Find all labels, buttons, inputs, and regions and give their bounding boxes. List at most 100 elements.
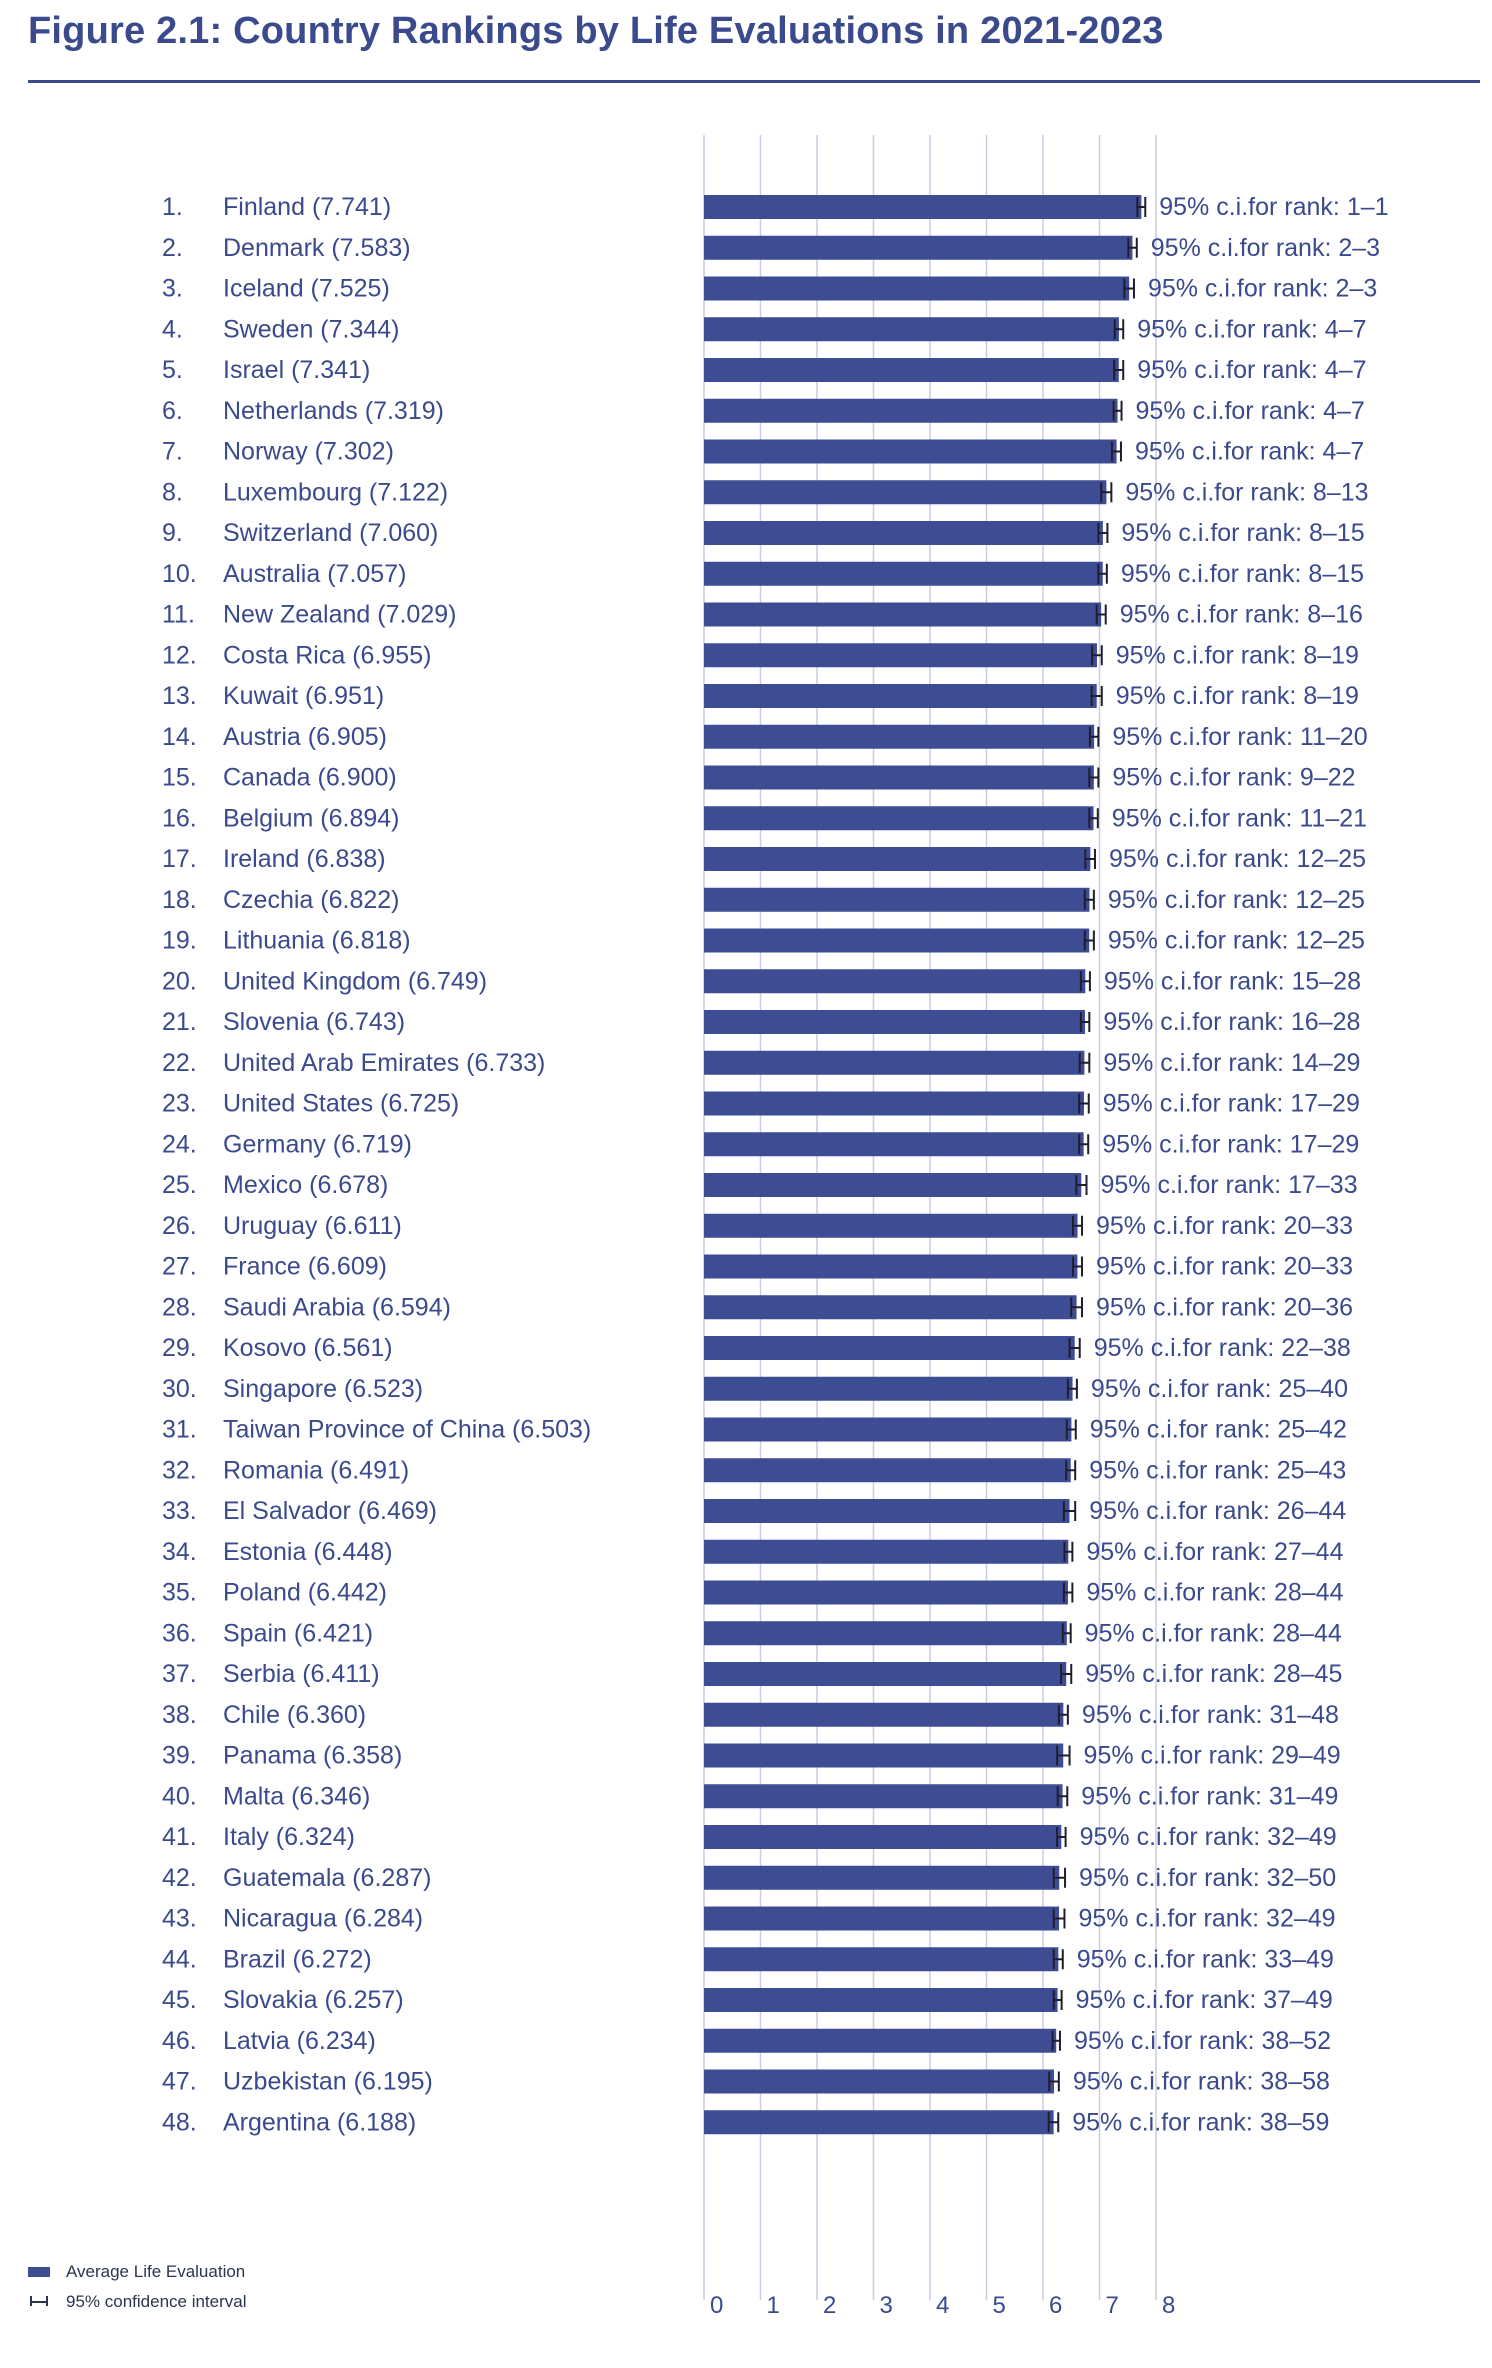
bars <box>704 195 1147 2135</box>
country-label: Saudi Arabia (6.594) <box>223 1293 451 1321</box>
error-bar <box>1070 1297 1083 1318</box>
rank-number: 3. <box>162 275 183 303</box>
error-bar <box>1095 604 1107 625</box>
rank-ci-label: 95% c.i.for rank: 20–33 <box>1096 1253 1353 1281</box>
country-label: Latvia (6.234) <box>223 2027 376 2055</box>
rank-ci-label: 95% c.i.for rank: 28–45 <box>1085 1660 1342 1688</box>
rank-number: 46. <box>162 2027 197 2055</box>
country-label: France (6.609) <box>223 1253 387 1281</box>
country-label: Kosovo (6.561) <box>223 1334 393 1362</box>
bar <box>704 1295 1077 1320</box>
bar <box>704 195 1142 219</box>
bar <box>704 1865 1060 1890</box>
rank-ci-label: 95% c.i.for rank: 12–25 <box>1108 886 1365 914</box>
bar <box>704 643 1097 668</box>
rank-number: 27. <box>162 1253 197 1281</box>
bar <box>704 1621 1067 1646</box>
error-bar <box>1075 1175 1088 1195</box>
country-label: Uzbekistan (6.195) <box>223 2068 433 2096</box>
rank-ci-label: 95% c.i.for rank: 32–49 <box>1080 1823 1337 1851</box>
rank-ci-label: 95% c.i.for rank: 12–25 <box>1108 927 1365 955</box>
rank-ci-label: 95% c.i.for rank: 8–16 <box>1120 601 1363 629</box>
rank-ci-label: 95% c.i.for rank: 25–42 <box>1090 1416 1347 1444</box>
error-bar <box>1056 1745 1071 1766</box>
rank-ci-label: 95% c.i.for rank: 9–22 <box>1112 764 1355 792</box>
legend-bar-label: Average Life Evaluation <box>66 2262 246 2281</box>
rank-number: 39. <box>162 1742 197 1770</box>
country-label: Israel (7.341) <box>223 356 370 384</box>
error-bar <box>1123 278 1135 299</box>
rank-ci-label: 95% c.i.for rank: 25–43 <box>1089 1456 1346 1484</box>
country-label: Serbia (6.411) <box>223 1660 380 1688</box>
error-bar <box>1084 849 1096 869</box>
rank-number: 26. <box>162 1212 197 1240</box>
rank-number: 10. <box>162 560 197 588</box>
country-label: Guatemala (6.287) <box>223 1864 431 1892</box>
bar <box>704 1010 1085 1034</box>
bar <box>704 521 1103 545</box>
error-bar <box>1091 645 1103 666</box>
rank-number: 37. <box>162 1660 197 1688</box>
rank-ci-label: 95% c.i.for rank: 25–40 <box>1091 1375 1348 1403</box>
bar <box>704 1580 1068 1605</box>
error-bar <box>1062 1582 1074 1603</box>
bar <box>704 928 1090 953</box>
bar <box>704 2069 1055 2094</box>
rank-number: 44. <box>162 1945 197 1973</box>
error-bar <box>1057 1704 1069 1725</box>
rank-ci-label: 95% c.i.for rank: 8–15 <box>1121 519 1364 547</box>
rank-number: 38. <box>162 1701 197 1729</box>
rank-ci-label: 95% c.i.for rank: 31–49 <box>1081 1782 1338 1810</box>
rank-ci-label: 95% c.i.for rank: 37–49 <box>1076 1986 1333 2014</box>
rank-ci-label: 95% c.i.for rank: 17–29 <box>1102 1130 1359 1158</box>
error-bar <box>1083 930 1095 951</box>
x-tick-label: 5 <box>993 2292 1006 2319</box>
error-bar <box>1097 523 1109 543</box>
error-bar <box>1088 726 1100 747</box>
country-label: Panama (6.358) <box>223 1742 402 1770</box>
rank-ci-label: 95% c.i.for rank: 26–44 <box>1089 1497 1346 1525</box>
error-bar-icon <box>28 2296 50 2308</box>
error-bar <box>1065 1419 1077 1440</box>
rank-ci-label: 95% c.i.for rank: 20–33 <box>1096 1212 1353 1240</box>
bar <box>704 806 1094 831</box>
rank-ci-label: 95% c.i.for rank: 14–29 <box>1103 1049 1360 1077</box>
country-label: Kuwait (6.951) <box>223 682 384 710</box>
bar <box>704 724 1095 749</box>
rank-number: 8. <box>162 478 183 506</box>
rank-number: 17. <box>162 845 197 873</box>
bar <box>704 1458 1071 1483</box>
error-bar <box>1090 686 1103 706</box>
bar <box>704 1702 1064 1727</box>
rank-ci-label: 95% c.i.for rank: 11–21 <box>1112 804 1367 832</box>
error-bar <box>1136 197 1147 217</box>
bar <box>704 1784 1063 1809</box>
x-axis-ticks: 0 1 2 3 4 5 6 7 8 <box>710 2292 1175 2319</box>
row-labels: 1. Finland (7.741) 95% c.i.for rank: 1–1 2.… <box>162 193 1389 2136</box>
error-bar <box>1100 482 1113 503</box>
bar <box>704 1825 1062 1849</box>
country-label: Slovakia (6.257) <box>223 1986 404 2014</box>
country-label: New Zealand (7.029) <box>223 601 456 629</box>
rank-number: 13. <box>162 682 197 710</box>
rank-number: 42. <box>162 1864 197 1892</box>
country-label: Iceland (7.525) <box>223 275 390 303</box>
rank-ci-label: 95% c.i.for rank: 12–25 <box>1109 845 1366 873</box>
rank-number: 32. <box>162 1456 197 1484</box>
bar <box>704 1417 1072 1442</box>
error-bar <box>1110 441 1122 462</box>
country-label: Lithuania (6.818) <box>223 927 411 955</box>
error-bar <box>1066 1378 1078 1399</box>
bar <box>704 887 1090 912</box>
bar <box>704 1947 1059 1972</box>
country-label: Poland (6.442) <box>223 1579 387 1607</box>
country-label: Belgium (6.894) <box>223 804 399 832</box>
error-bar <box>1052 1908 1066 1929</box>
error-bar <box>1071 1215 1083 1236</box>
rank-ci-label: 95% c.i.for rank: 8–19 <box>1116 682 1359 710</box>
country-label: Estonia (6.448) <box>223 1538 393 1566</box>
rank-ci-label: 95% c.i.for rank: 28–44 <box>1085 1619 1342 1647</box>
x-tick-label: 2 <box>823 2292 836 2319</box>
error-bar <box>1078 1093 1090 1114</box>
rank-ci-label: 95% c.i.for rank: 20–36 <box>1096 1293 1353 1321</box>
